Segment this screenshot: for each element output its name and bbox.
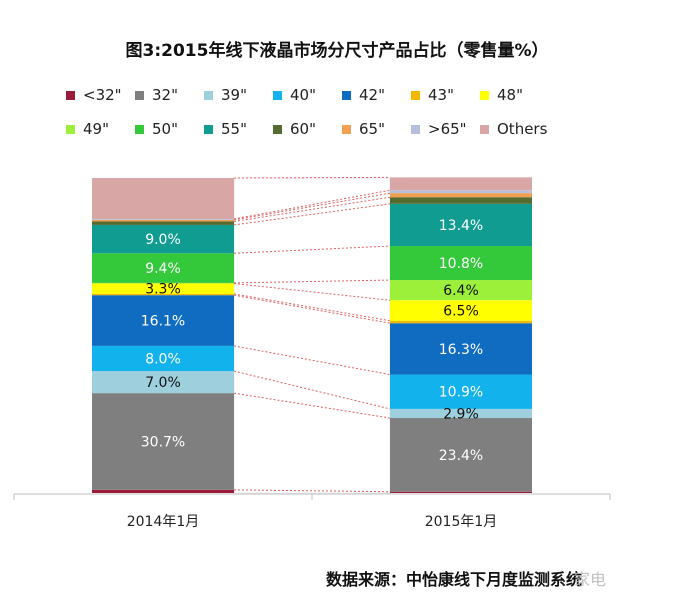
legend-item: 42": [342, 84, 411, 106]
chart-title: 图3:2015年线下液晶市场分尺寸产品占比（零售量%）: [125, 41, 549, 61]
bar-segment-1-Others-13: [92, 178, 234, 219]
legend-swatch: [66, 124, 75, 134]
legend-row-2: 49" 50" 55" 60" 65" >65" Others: [66, 118, 626, 140]
data-label: 16.1%: [141, 314, 185, 330]
bar-segment-2-48-6: [390, 300, 532, 321]
legend-swatch: [204, 124, 213, 134]
bar-segment-2-39-2: [390, 408, 532, 419]
legend-label: 55": [221, 120, 247, 138]
data-label: 8.0%: [145, 351, 181, 367]
bar-segment-1-32-0: [92, 489, 234, 493]
legend-swatch: [135, 124, 144, 134]
connector-line: [233, 370, 391, 410]
data-label: 2.9%: [443, 406, 479, 422]
legend-item: 43": [411, 84, 480, 106]
legend-item: >65": [411, 118, 480, 140]
data-label: 13.4%: [439, 218, 483, 234]
legend-label: 49": [83, 120, 109, 138]
bar-segment-1-39-2: [92, 371, 234, 394]
bar-segment-2-43-5: [390, 320, 532, 324]
legend: <32" 32" 39" 40" 42" 43" 48" 49" 50" 55"…: [66, 84, 626, 152]
legend-swatch: [411, 124, 420, 134]
legend-label: 48": [497, 86, 523, 104]
legend-item: <32": [66, 84, 135, 106]
legend-label: 40": [290, 86, 316, 104]
data-label: 23.4%: [439, 448, 483, 464]
source-note: 数据来源：中怡康线下月度监测系统: [326, 570, 583, 589]
bar-gap-panel: [233, 177, 391, 494]
data-label: 9.0%: [145, 232, 181, 248]
data-label: 30.7%: [141, 434, 185, 450]
legend-label: 32": [152, 86, 178, 104]
data-label: 7.0%: [145, 375, 181, 391]
legend-label: 42": [359, 86, 385, 104]
legend-item: 65": [342, 118, 411, 140]
legend-swatch: [204, 90, 213, 100]
watermark: 家电: [574, 570, 607, 589]
legend-swatch: [411, 90, 420, 100]
legend-swatch: [342, 124, 351, 134]
x-tick-label: 2015年1月: [425, 514, 498, 530]
legend-item: 49": [66, 118, 135, 140]
connector-line: [233, 345, 391, 376]
connector-line: [233, 189, 391, 220]
legend-item: 40": [273, 84, 342, 106]
bar-segment-1-40-3: [92, 345, 234, 372]
x-tick-label: 2014年1月: [127, 514, 200, 530]
bar-segment-1-42-4: [92, 295, 234, 346]
legend-label: 50": [152, 120, 178, 138]
legend-item: 50": [135, 118, 204, 140]
bar-segment-2-42-4: [390, 323, 532, 375]
legend-label: >65": [428, 120, 467, 138]
data-label: 16.3%: [439, 342, 483, 358]
legend-item: 60": [273, 118, 342, 140]
bar-segment-2-49-7: [390, 280, 532, 301]
bar-segment-2-65-12: [390, 190, 532, 194]
data-label: 6.4%: [443, 283, 479, 299]
data-label: 3.3%: [145, 282, 181, 298]
legend-label: 65": [359, 120, 385, 138]
legend-item: 32": [135, 84, 204, 106]
bar-segment-2-32-0: [390, 491, 532, 493]
bar-segment-2-Others-13: [390, 177, 532, 191]
legend-label: Others: [497, 120, 548, 138]
legend-item: 48": [480, 84, 549, 106]
bar-segment-1-49-7: [92, 282, 234, 284]
legend-swatch: [135, 90, 144, 100]
legend-item: 39": [204, 84, 273, 106]
data-label: 10.8%: [439, 256, 483, 272]
legend-label: 60": [290, 120, 316, 138]
bar-segment-2-50-8: [390, 246, 532, 281]
bar-segment-1-48-6: [92, 283, 234, 294]
bar-segment-2-55-9: [390, 203, 532, 247]
bar-segment-2-65-11: [390, 193, 532, 198]
bar-segment-2-40-3: [390, 374, 532, 409]
legend-swatch: [480, 90, 489, 100]
data-label: 9.4%: [145, 261, 181, 277]
legend-label: 43": [428, 86, 454, 104]
legend-swatch: [273, 124, 282, 134]
connector-line: [233, 294, 391, 324]
bar-segment-2-60-10: [390, 197, 532, 204]
legend-label: 39": [221, 86, 247, 104]
bar-segment-1-50-8: [92, 253, 234, 283]
bar-segment-2-32-1: [390, 418, 532, 492]
legend-swatch: [342, 90, 351, 100]
legend-label: <32": [83, 86, 122, 104]
bar-segment-1-60-10: [92, 221, 234, 225]
legend-swatch: [273, 90, 282, 100]
legend-row-1: <32" 32" 39" 40" 42" 43" 48": [66, 84, 626, 106]
bar-segment-1-32-1: [92, 393, 234, 490]
legend-item: Others: [480, 118, 580, 140]
legend-item: 55": [204, 118, 273, 140]
bar-segment-1-65-12: [92, 218, 234, 220]
data-label: 6.5%: [443, 303, 479, 319]
data-label: 10.9%: [439, 385, 483, 401]
bar-segment-1-43-5: [92, 293, 234, 296]
legend-swatch: [66, 90, 75, 100]
bar-segment-1-65-11: [92, 219, 234, 222]
legend-swatch: [480, 124, 489, 134]
bar-segment-1-55-9: [92, 224, 234, 254]
